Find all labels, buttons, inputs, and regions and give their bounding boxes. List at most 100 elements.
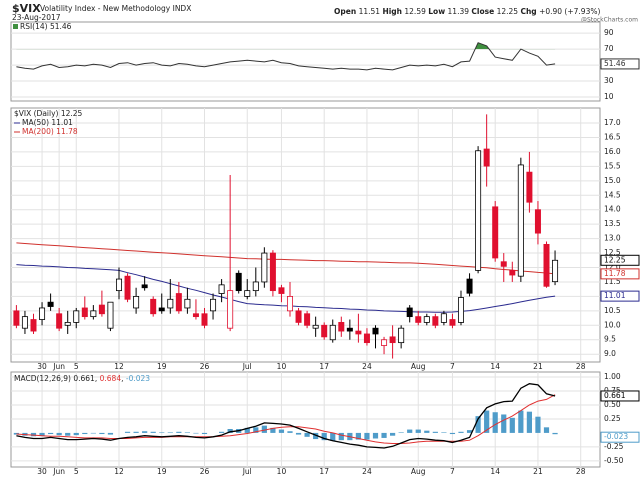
histogram-bar [176, 431, 182, 433]
histogram-bar [390, 432, 396, 436]
x-tick-label: 12 [114, 362, 124, 371]
histogram-bar [39, 432, 45, 436]
y-tick-label: 16.5 [604, 132, 621, 141]
histogram-bar [142, 431, 148, 433]
candle-body [457, 297, 464, 323]
y-tick-label: 70 [604, 44, 614, 53]
candle-body [312, 324, 319, 329]
y-tick-label: 13.5 [604, 219, 621, 228]
ohlc-summary: Open 11.51 High 12.59 Low 11.39 Close 12… [334, 7, 600, 16]
y-tick-label: 30 [604, 76, 614, 85]
y-tick-label: -0.25 [604, 442, 624, 451]
histogram-bar [56, 432, 62, 436]
watermark: @StockCharts.com [581, 17, 638, 24]
x-tick-label: 19 [157, 467, 167, 476]
x-tick-label: Jul [242, 362, 252, 371]
histogram-bar [30, 432, 37, 437]
candle-body [150, 298, 157, 315]
symbol: $VIX [12, 2, 41, 15]
x-tick-label: 10 [277, 467, 287, 476]
candle-body [30, 319, 37, 332]
candle-body [13, 310, 20, 326]
histogram-bar [90, 432, 96, 434]
histogram-bar [552, 432, 558, 435]
candle-body [543, 243, 550, 287]
legend: MA(50) 11.01 [22, 118, 73, 127]
candle-body [526, 171, 533, 203]
y-tick-label: 17.0 [604, 118, 621, 127]
histogram-bar [244, 427, 250, 433]
histogram-bar [518, 410, 524, 433]
y-tick-label: 13.0 [604, 234, 621, 243]
candle-body [39, 307, 46, 320]
candle-body [141, 284, 148, 289]
x-tick-label: 17 [319, 362, 329, 371]
candle-body [406, 307, 413, 318]
histogram-bar [526, 411, 532, 433]
value-box [600, 431, 640, 443]
value-box-label: 12.25 [604, 255, 626, 264]
candle-body [432, 316, 439, 326]
histogram-bar [398, 432, 404, 433]
x-tick-label: 24 [362, 467, 372, 476]
candle-body [389, 336, 396, 344]
candle-body [483, 148, 490, 167]
y-tick-label: 14.5 [604, 190, 621, 199]
histogram-bar [492, 412, 498, 433]
histogram-bar [73, 432, 79, 436]
histogram-bar [441, 432, 447, 433]
value-box-label: 11.01 [604, 291, 626, 300]
candle-body [116, 278, 123, 292]
histogram-bar [475, 416, 481, 433]
macd-line [16, 383, 556, 449]
y-tick-label: 14.0 [604, 205, 621, 214]
candle-body [346, 327, 353, 332]
candle-body [184, 298, 191, 309]
legend-swatch [13, 24, 18, 29]
candle-body [235, 272, 242, 292]
histogram-bar [13, 432, 19, 435]
histogram-bar [355, 432, 361, 440]
histogram-bar [424, 430, 430, 433]
histogram-bar [107, 432, 114, 435]
candle-body [492, 206, 499, 259]
marks: 907050301051.469.09.510.010.511.011.512.… [11, 28, 640, 476]
histogram-bar [278, 429, 285, 433]
value-box-label: 11.78 [604, 269, 626, 278]
candle-body [21, 316, 28, 329]
histogram-bar [201, 432, 208, 435]
x-tick-label: 21 [533, 362, 543, 371]
value-box [600, 58, 640, 70]
x-tick-label: 19 [157, 362, 167, 371]
histogram-bar [48, 432, 54, 435]
histogram-bar [304, 432, 310, 437]
y-tick-label: -0.50 [604, 456, 624, 465]
candle-body [381, 339, 388, 346]
candle-body [338, 322, 345, 332]
candle-body [329, 324, 336, 341]
value-box [600, 254, 640, 266]
legend: MA(200) 11.78 [22, 127, 78, 136]
value-box [600, 290, 640, 302]
histogram-bar [543, 427, 550, 433]
candle-body [107, 301, 114, 329]
x-tick-label: 7 [450, 362, 455, 371]
candle-body [509, 269, 516, 276]
histogram-bar [227, 429, 233, 433]
histogram-bar [184, 432, 190, 433]
histogram-bar [501, 414, 507, 433]
histogram-bar [415, 429, 421, 433]
candle-body [47, 301, 54, 307]
x-tick-label: Jun [52, 362, 65, 371]
candle-body [295, 310, 302, 323]
instrument-name: Volatility Index - New Methodology INDX [40, 4, 191, 13]
rsi-panel [10, 21, 601, 102]
histogram-bar [295, 432, 302, 435]
candle-body [304, 313, 311, 326]
candle-body [517, 164, 524, 277]
x-tick-label: 28 [576, 467, 586, 476]
date: 23-Aug-2017 [12, 13, 61, 22]
y-tick-label: 1.00 [604, 372, 621, 381]
x-tick-label: 30 [37, 467, 47, 476]
